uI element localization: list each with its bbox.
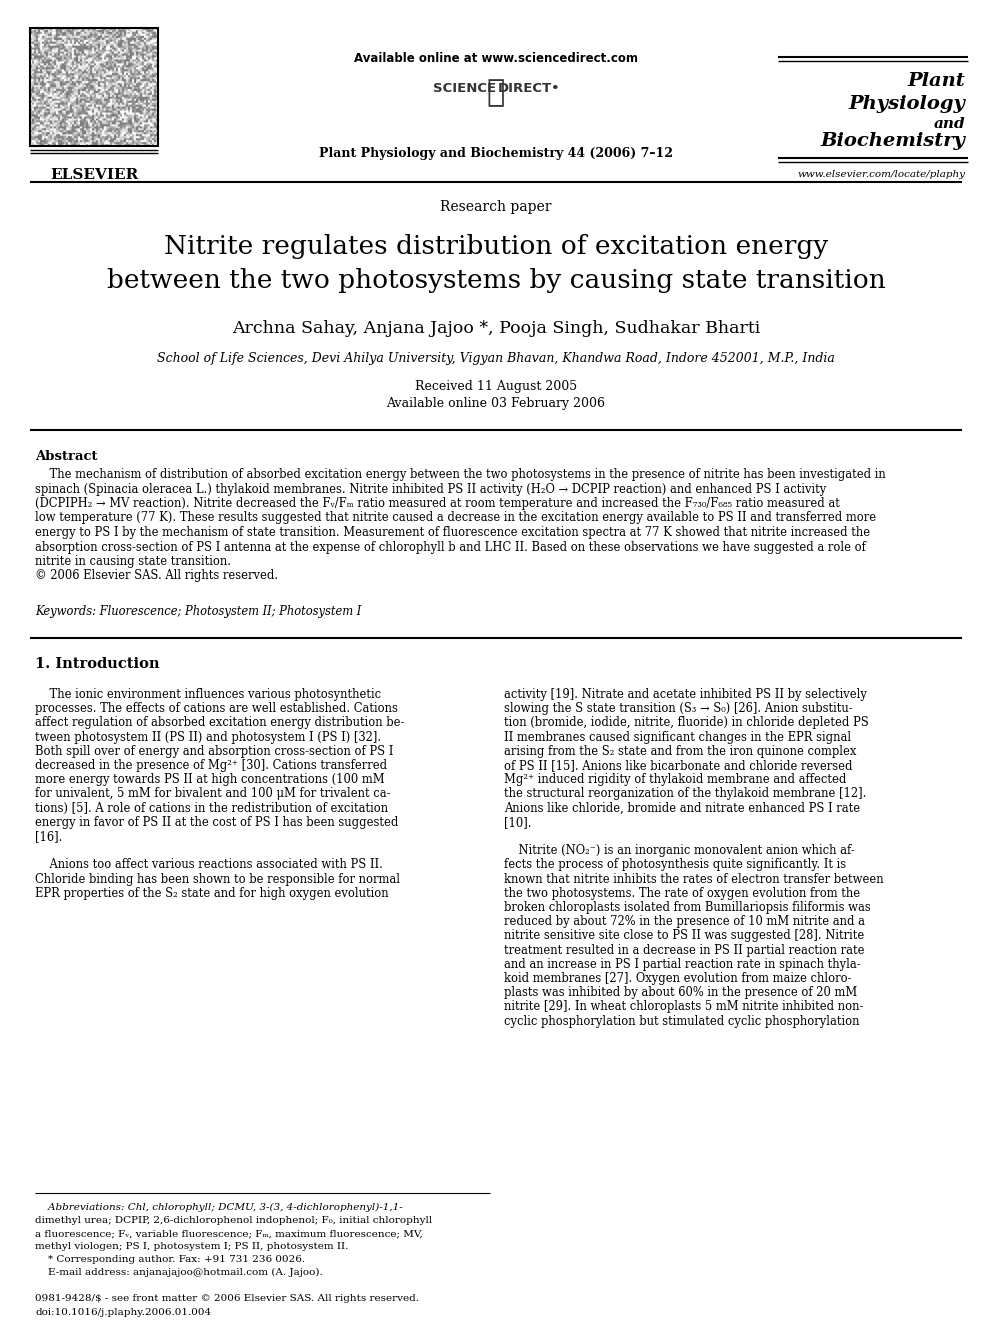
Text: slowing the S state transition (S₃ → S₀) [26]. Anion substitu-: slowing the S state transition (S₃ → S₀)… [504, 703, 853, 716]
Text: broken chloroplasts isolated from Bumillariopsis filiformis was: broken chloroplasts isolated from Bumill… [504, 901, 871, 914]
Text: SCIENCE: SCIENCE [433, 82, 496, 95]
Text: Anions like chloride, bromide and nitrate enhanced PS I rate: Anions like chloride, bromide and nitrat… [504, 802, 860, 815]
Text: [10].: [10]. [504, 816, 532, 828]
Text: absorption cross-section of PS I antenna at the expense of chlorophyll b and LHC: absorption cross-section of PS I antenna… [35, 541, 866, 553]
Text: [16].: [16]. [35, 830, 62, 843]
Text: Abstract: Abstract [35, 450, 97, 463]
Text: Nitrite (NO₂⁻) is an inorganic monovalent anion which af-: Nitrite (NO₂⁻) is an inorganic monovalen… [504, 844, 855, 857]
Text: of PS II [15]. Anions like bicarbonate and chloride reversed: of PS II [15]. Anions like bicarbonate a… [504, 759, 852, 773]
Text: known that nitrite inhibits the rates of electron transfer between: known that nitrite inhibits the rates of… [504, 873, 884, 885]
Text: processes. The effects of cations are well established. Cations: processes. The effects of cations are we… [35, 703, 398, 716]
Text: and an increase in PS I partial reaction rate in spinach thyla-: and an increase in PS I partial reaction… [504, 958, 861, 971]
Text: reduced by about 72% in the presence of 10 mM nitrite and a: reduced by about 72% in the presence of … [504, 916, 865, 929]
Text: © 2006 Elsevier SAS. All rights reserved.: © 2006 Elsevier SAS. All rights reserved… [35, 569, 278, 582]
Text: Physiology: Physiology [848, 95, 965, 112]
Text: low temperature (77 K). These results suggested that nitrite caused a decrease i: low temperature (77 K). These results su… [35, 512, 876, 524]
Text: ⓐ: ⓐ [487, 78, 505, 107]
Text: a fluorescence; Fᵥ, variable fluorescence; Fₘ, maximum fluorescence; MV,: a fluorescence; Fᵥ, variable fluorescenc… [35, 1229, 423, 1238]
Text: Nitrite regulates distribution of excitation energy: Nitrite regulates distribution of excita… [164, 234, 828, 259]
Text: between the two photosystems by causing state transition: between the two photosystems by causing … [106, 269, 886, 292]
Text: Research paper: Research paper [440, 200, 552, 214]
Text: cyclic phosphorylation but stimulated cyclic phosphorylation: cyclic phosphorylation but stimulated cy… [504, 1015, 859, 1028]
Text: www.elsevier.com/locate/plaphy: www.elsevier.com/locate/plaphy [797, 169, 965, 179]
Text: 0981-9428/$ - see front matter © 2006 Elsevier SAS. All rights reserved.: 0981-9428/$ - see front matter © 2006 El… [35, 1294, 419, 1303]
Text: Biochemistry: Biochemistry [820, 132, 965, 149]
Bar [30, 28, 158, 146]
Text: Abbreviations: Chl, chlorophyll; DCMU, 3-(3, 4-dichlorophenyl)-1,1-: Abbreviations: Chl, chlorophyll; DCMU, 3… [35, 1203, 403, 1212]
Text: plasts was inhibited by about 60% in the presence of 20 mM: plasts was inhibited by about 60% in the… [504, 986, 857, 999]
Text: tween photosystem II (PS II) and photosystem I (PS I) [32].: tween photosystem II (PS II) and photosy… [35, 730, 381, 744]
Text: DIRECT•: DIRECT• [498, 82, 560, 95]
Text: Available online 03 February 2006: Available online 03 February 2006 [387, 397, 605, 410]
Text: dimethyl urea; DCPIP, 2,6-dichlorophenol indophenol; F₀, initial chlorophyll: dimethyl urea; DCPIP, 2,6-dichlorophenol… [35, 1216, 433, 1225]
Text: decreased in the presence of Mg²⁺ [30]. Cations transferred: decreased in the presence of Mg²⁺ [30]. … [35, 759, 387, 773]
Text: E-mail address: anjanajajoo@hotmail.com (A. Jajoo).: E-mail address: anjanajajoo@hotmail.com … [35, 1267, 322, 1277]
Text: ELSEVIER: ELSEVIER [50, 168, 138, 183]
Text: arising from the S₂ state and from the iron quinone complex: arising from the S₂ state and from the i… [504, 745, 856, 758]
Text: * Corresponding author. Fax: +91 731 236 0026.: * Corresponding author. Fax: +91 731 236… [35, 1256, 306, 1263]
Text: Anions too affect various reactions associated with PS II.: Anions too affect various reactions asso… [35, 859, 383, 872]
Text: nitrite sensitive site close to PS II was suggested [28]. Nitrite: nitrite sensitive site close to PS II wa… [504, 929, 864, 942]
Text: more energy towards PS II at high concentrations (100 mM: more energy towards PS II at high concen… [35, 773, 385, 786]
Text: Chloride binding has been shown to be responsible for normal: Chloride binding has been shown to be re… [35, 873, 400, 885]
Text: affect regulation of absorbed excitation energy distribution be-: affect regulation of absorbed excitation… [35, 716, 405, 729]
Text: (DCPIPH₂ → MV reaction). Nitrite decreased the Fᵥ/Fₘ ratio measured at room temp: (DCPIPH₂ → MV reaction). Nitrite decreas… [35, 497, 840, 509]
Text: for univalent, 5 mM for bivalent and 100 μM for trivalent ca-: for univalent, 5 mM for bivalent and 100… [35, 787, 391, 800]
Text: Received 11 August 2005: Received 11 August 2005 [415, 380, 577, 393]
Text: treatment resulted in a decrease in PS II partial reaction rate: treatment resulted in a decrease in PS I… [504, 943, 864, 957]
Text: nitrite [29]. In wheat chloroplasts 5 mM nitrite inhibited non-: nitrite [29]. In wheat chloroplasts 5 mM… [504, 1000, 863, 1013]
Text: koid membranes [27]. Oxygen evolution from maize chloro-: koid membranes [27]. Oxygen evolution fr… [504, 972, 851, 986]
Text: nitrite in causing state transition.: nitrite in causing state transition. [35, 556, 231, 568]
Text: energy in favor of PS II at the cost of PS I has been suggested: energy in favor of PS II at the cost of … [35, 816, 399, 828]
Text: II membranes caused significant changes in the EPR signal: II membranes caused significant changes … [504, 730, 851, 744]
Text: The ionic environment influences various photosynthetic: The ionic environment influences various… [35, 688, 381, 701]
Text: the two photosystems. The rate of oxygen evolution from the: the two photosystems. The rate of oxygen… [504, 886, 860, 900]
Text: Plant: Plant [908, 71, 965, 90]
Text: tion (bromide, iodide, nitrite, fluoride) in chloride depleted PS: tion (bromide, iodide, nitrite, fluoride… [504, 716, 869, 729]
Text: activity [19]. Nitrate and acetate inhibited PS II by selectively: activity [19]. Nitrate and acetate inhib… [504, 688, 867, 701]
Text: the structural reorganization of the thylakoid membrane [12].: the structural reorganization of the thy… [504, 787, 866, 800]
Text: spinach (Spinacia oleracea L.) thylakoid membranes. Nitrite inhibited PS II acti: spinach (Spinacia oleracea L.) thylakoid… [35, 483, 826, 496]
Text: Keywords: Fluorescence; Photosystem II; Photosystem I: Keywords: Fluorescence; Photosystem II; … [35, 605, 361, 618]
Text: tions) [5]. A role of cations in the redistribution of excitation: tions) [5]. A role of cations in the red… [35, 802, 388, 815]
Text: The mechanism of distribution of absorbed excitation energy between the two phot: The mechanism of distribution of absorbe… [35, 468, 886, 482]
Text: Plant Physiology and Biochemistry 44 (2006) 7–12: Plant Physiology and Biochemistry 44 (20… [319, 147, 673, 160]
Text: doi:10.1016/j.plaphy.2006.01.004: doi:10.1016/j.plaphy.2006.01.004 [35, 1308, 211, 1316]
Text: Mg²⁺ induced rigidity of thylakoid membrane and affected: Mg²⁺ induced rigidity of thylakoid membr… [504, 773, 846, 786]
Text: School of Life Sciences, Devi Ahilya University, Vigyan Bhavan, Khandwa Road, In: School of Life Sciences, Devi Ahilya Uni… [157, 352, 835, 365]
Text: Available online at www.sciencedirect.com: Available online at www.sciencedirect.co… [354, 52, 638, 65]
Text: fects the process of photosynthesis quite significantly. It is: fects the process of photosynthesis quit… [504, 859, 846, 872]
Text: Both spill over of energy and absorption cross-section of PS I: Both spill over of energy and absorption… [35, 745, 394, 758]
Text: 1. Introduction: 1. Introduction [35, 658, 160, 671]
Text: energy to PS I by the mechanism of state transition. Measurement of fluorescence: energy to PS I by the mechanism of state… [35, 527, 870, 538]
Text: EPR properties of the S₂ state and for high oxygen evolution: EPR properties of the S₂ state and for h… [35, 886, 389, 900]
Text: methyl viologen; PS I, photosystem I; PS II, photosystem II.: methyl viologen; PS I, photosystem I; PS… [35, 1242, 348, 1252]
Text: and: and [933, 116, 965, 131]
Text: Archna Sahay, Anjana Jajoo *, Pooja Singh, Sudhakar Bharti: Archna Sahay, Anjana Jajoo *, Pooja Sing… [232, 320, 760, 337]
